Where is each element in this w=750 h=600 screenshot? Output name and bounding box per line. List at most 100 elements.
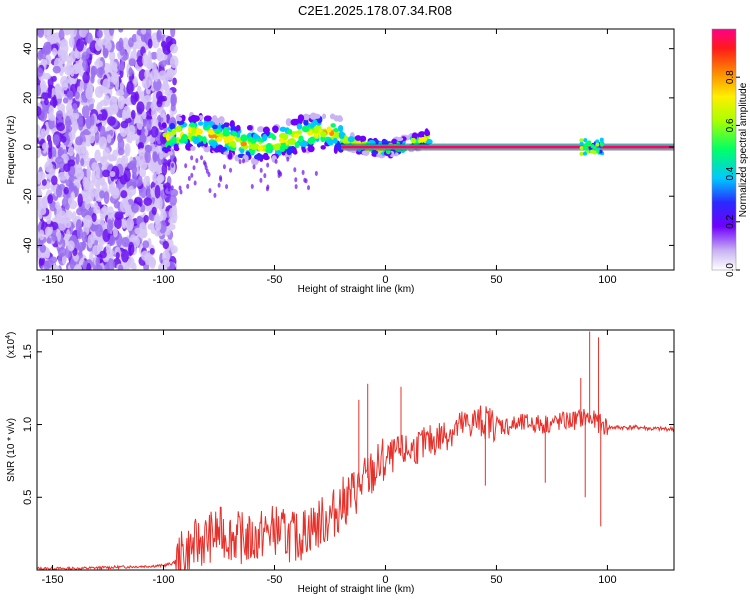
noise-blob	[140, 29, 147, 35]
snr-multiplier-close: )	[6, 332, 17, 335]
noise-blob	[117, 264, 124, 270]
trace-blob	[424, 128, 429, 137]
noise-blob	[155, 221, 162, 232]
noise-blob	[130, 91, 138, 106]
colorbar-tick-label: 0.8	[725, 70, 736, 84]
spectrogram-y-label: Frequency (Hz)	[6, 116, 17, 185]
trace-blob	[203, 115, 212, 122]
noise-blob	[77, 241, 85, 252]
noise-blob	[49, 114, 56, 122]
noise-blob	[37, 84, 42, 97]
snr-y-tick-label: 1.5	[22, 344, 34, 359]
trace-blob	[161, 152, 169, 158]
trace-blob	[262, 133, 268, 142]
trace-blob	[294, 141, 300, 149]
trace-blob	[293, 133, 300, 139]
noise-blob	[150, 126, 159, 138]
noise-blob	[41, 196, 48, 207]
noise-blob	[69, 258, 75, 270]
noise-blob	[136, 101, 145, 115]
noise-blob	[49, 201, 57, 212]
spectrogram-x-tick-label: -100	[152, 274, 174, 286]
snr-x-ticks: -150 -100 -50 0 50 100	[42, 330, 617, 586]
noise-blob	[46, 134, 52, 142]
noise-blob	[109, 171, 116, 178]
noise-blob	[76, 227, 84, 240]
carrier-bump-blob	[598, 149, 603, 154]
noise-blob	[138, 148, 145, 157]
noise-blob	[106, 220, 113, 234]
colorbar-tick-label: 0.6	[725, 118, 736, 132]
noise-blob	[65, 124, 73, 133]
trace-blob	[330, 123, 336, 128]
noise-blob	[81, 231, 88, 243]
noise-blob	[142, 52, 148, 67]
noise-blob	[146, 118, 152, 132]
noise-blob	[119, 81, 124, 92]
trace-blob	[252, 133, 259, 140]
trace-tail-blob	[286, 156, 290, 162]
noise-blob	[138, 231, 146, 239]
trace-tail-blob	[229, 167, 233, 173]
noise-blob	[121, 218, 128, 229]
noise-blob	[60, 136, 67, 143]
trace-tail-blob	[293, 167, 297, 173]
trace-blob	[192, 136, 200, 145]
trace-blob	[296, 123, 303, 130]
trace-blob	[354, 135, 362, 141]
noise-blob	[136, 128, 142, 136]
noise-blob	[156, 29, 162, 41]
noise-blob	[147, 223, 155, 231]
noise-blob	[77, 193, 83, 207]
noise-blob	[71, 64, 81, 75]
noise-blob	[152, 151, 158, 163]
noise-blob	[39, 244, 47, 253]
noise-blob	[48, 105, 54, 118]
snr-content	[37, 331, 674, 570]
noise-blob	[52, 265, 60, 270]
noise-blob	[130, 234, 136, 241]
noise-blob	[75, 136, 84, 146]
noise-blob	[58, 219, 67, 231]
noise-blob	[56, 122, 65, 132]
noise-blob	[161, 100, 171, 108]
noise-blob	[58, 29, 65, 41]
noise-blob	[126, 81, 134, 95]
noise-blob	[85, 115, 92, 129]
noise-blob	[168, 217, 176, 224]
trace-blob	[214, 128, 221, 135]
noise-blob	[103, 191, 110, 204]
trace-tail-blob	[294, 177, 298, 183]
snr-y-multiplier: (x104)	[5, 332, 17, 359]
trace-tail-blob	[219, 177, 223, 183]
noise-blob	[160, 209, 167, 222]
trace-tail-blob	[190, 172, 194, 178]
noise-blob	[83, 214, 93, 228]
carrier-bump-blob	[583, 138, 588, 143]
noise-blob	[42, 142, 49, 151]
noise-blob	[91, 162, 99, 171]
noise-blob	[67, 146, 75, 157]
carrier-bump-blob	[595, 139, 600, 144]
snr-plot-area	[37, 330, 674, 570]
noise-blob	[66, 229, 71, 241]
trace-blob	[287, 146, 294, 153]
noise-blob	[38, 229, 45, 241]
trace-tail-blob	[307, 185, 311, 191]
noise-blob	[37, 105, 42, 117]
noise-blob	[153, 78, 162, 92]
noise-blob	[45, 259, 54, 269]
snr-panel: -150 -100 -50 0 50 100 0.5 1.0 1.5 Height of st…	[5, 329, 675, 595]
trace-blob	[165, 134, 170, 142]
trace-tail-blob	[252, 164, 256, 170]
noise-blob	[145, 110, 153, 120]
trace-blob	[197, 121, 204, 126]
noise-blob	[46, 29, 51, 42]
noise-blob	[131, 171, 137, 182]
noise-blob	[159, 60, 167, 68]
noise-blob	[42, 45, 51, 55]
trace-tail-blob	[170, 185, 174, 191]
noise-blob	[115, 77, 120, 90]
noise-blob	[98, 136, 108, 150]
noise-blob	[48, 147, 53, 159]
